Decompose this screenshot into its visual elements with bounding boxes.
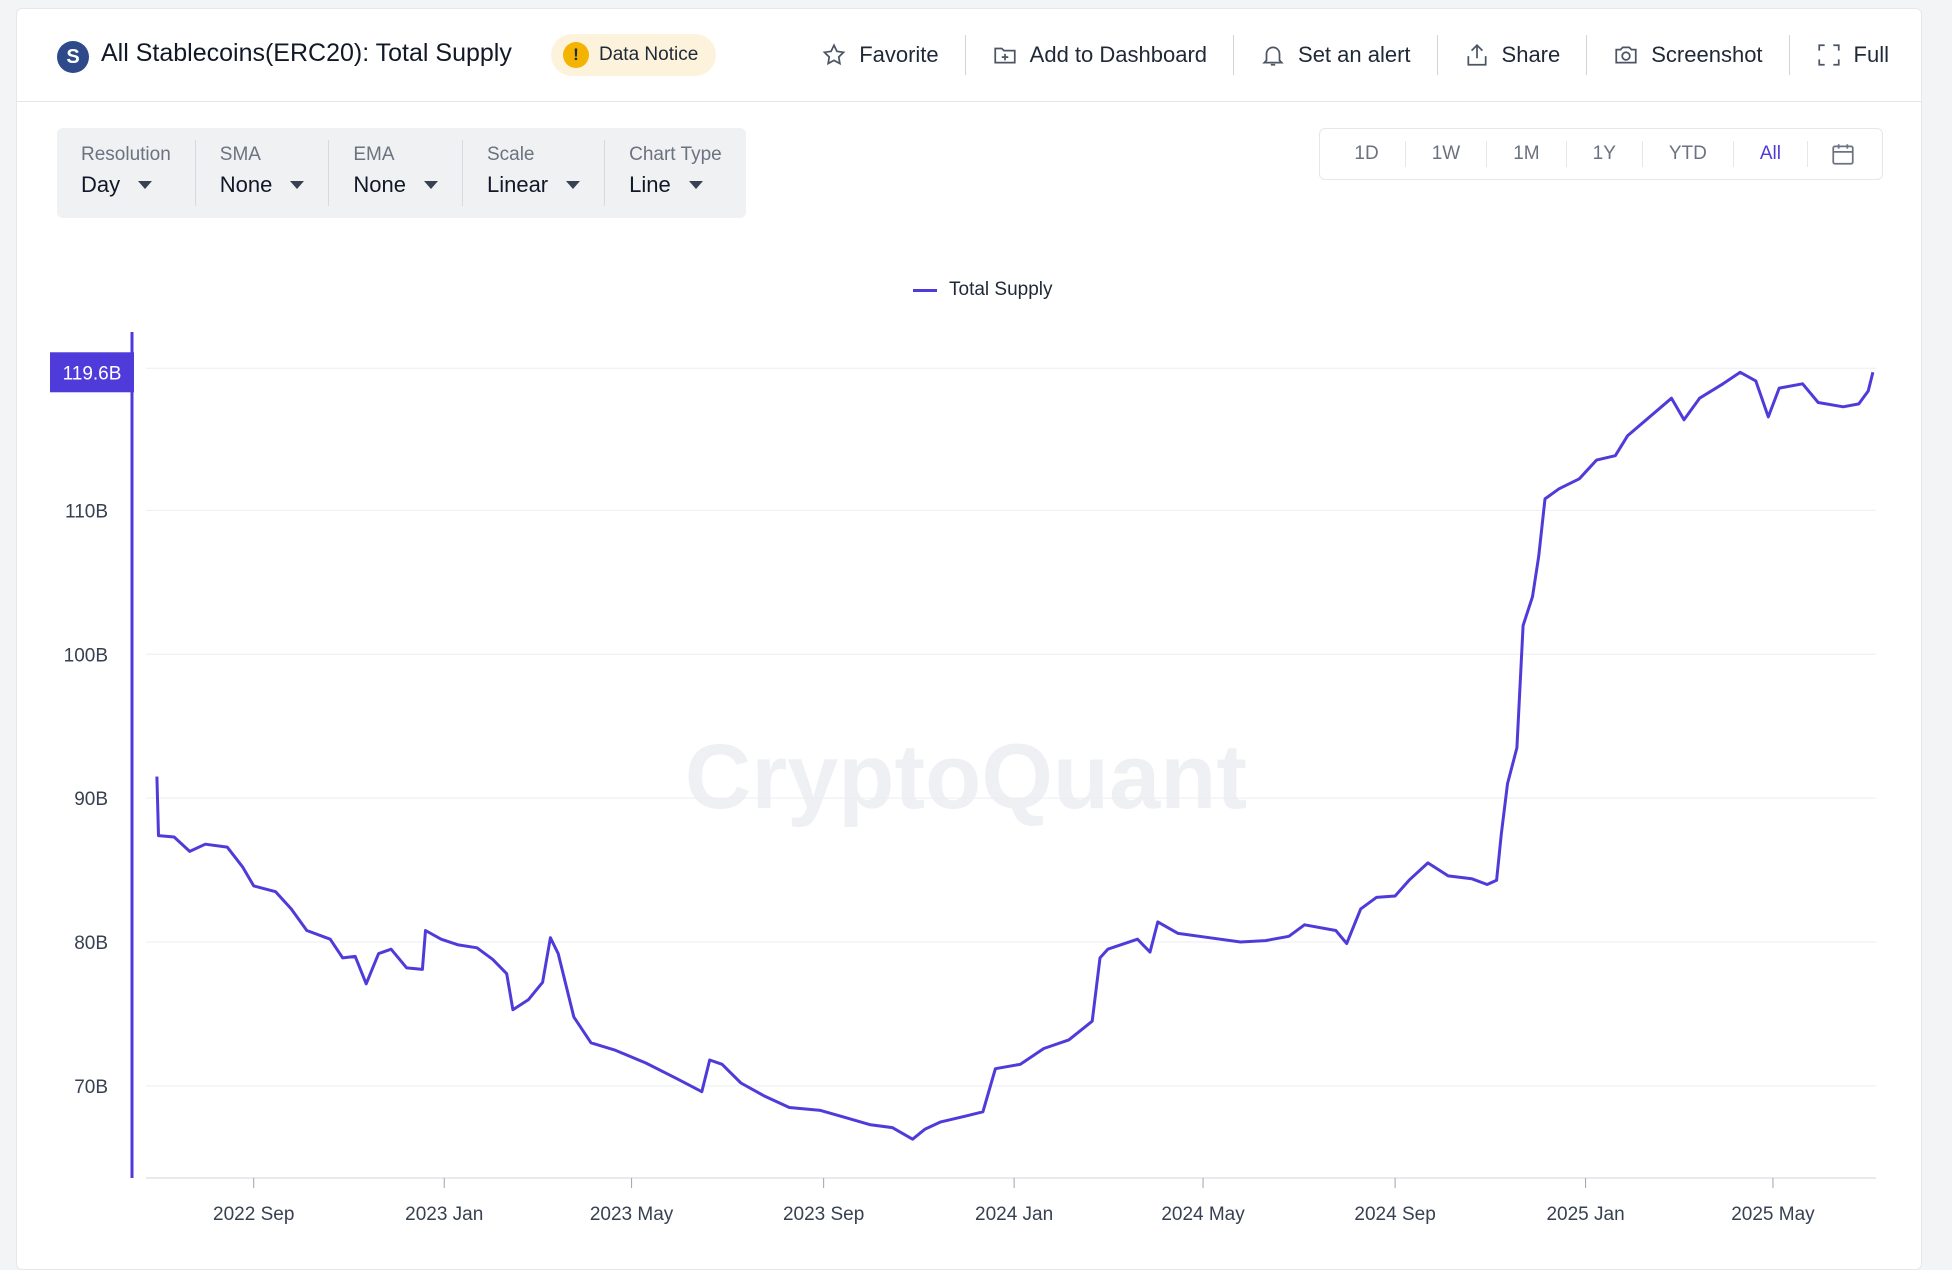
time-range-selector: 1D 1W 1M 1Y YTD All: [1319, 128, 1883, 180]
calendar-icon: [1832, 144, 1854, 165]
dashboard-add-icon: [994, 47, 1016, 64]
stablecoin-logo-icon: S: [57, 41, 89, 73]
chart-type-label: Chart Type: [629, 144, 722, 165]
range-1m-button[interactable]: 1M: [1487, 141, 1567, 167]
x-tick-label: 2025 May: [1731, 1204, 1815, 1225]
set-alert-button[interactable]: Set an alert: [1234, 35, 1438, 75]
sma-label: SMA: [219, 144, 261, 165]
favorite-button[interactable]: Favorite: [795, 35, 966, 75]
ema-select[interactable]: EMA None: [329, 140, 463, 206]
caret-down-icon: [688, 181, 703, 189]
sma-select[interactable]: SMA None: [196, 140, 330, 206]
header-bar: S All Stablecoins(ERC20): Total Supply !…: [17, 9, 1921, 102]
sma-value: None: [219, 172, 273, 197]
legend-label: Total Supply: [949, 279, 1053, 300]
ema-value: None: [353, 172, 406, 197]
screenshot-label: Screenshot: [1651, 42, 1763, 67]
page-title: All Stablecoins(ERC20): Total Supply: [101, 39, 512, 67]
chart-card: S All Stablecoins(ERC20): Total Supply !…: [16, 8, 1922, 1270]
star-icon: [822, 43, 846, 66]
resolution-value: Day: [81, 172, 121, 197]
fullscreen-button[interactable]: Full: [1790, 35, 1921, 75]
chart-legend[interactable]: Total Supply: [913, 279, 1053, 301]
share-icon: [1466, 44, 1487, 66]
scale-value: Linear: [486, 172, 549, 197]
last-value-badge: [50, 352, 134, 393]
last-value-label: 119.6B: [63, 363, 122, 384]
favorite-label: Favorite: [859, 42, 939, 67]
set-alert-label: Set an alert: [1298, 42, 1411, 67]
y-tick-label: 90B: [74, 789, 108, 810]
range-ytd-button[interactable]: YTD: [1643, 141, 1734, 167]
chart-type-value: Line: [629, 172, 671, 197]
data-notice-label: Data Notice: [599, 44, 699, 65]
x-tick-label: 2023 Sep: [783, 1204, 864, 1225]
watermark-text: CryptoQuant: [685, 726, 1247, 828]
range-1d-button[interactable]: 1D: [1328, 141, 1406, 167]
header-actions: Favorite Add to Dashboard Set an alert S…: [795, 31, 1921, 79]
share-button[interactable]: Share: [1438, 35, 1588, 75]
x-tick-label: 2024 May: [1161, 1204, 1245, 1225]
share-label: Share: [1501, 42, 1561, 67]
fullscreen-label: Full: [1853, 42, 1889, 67]
caret-down-icon: [290, 181, 305, 189]
y-tick-label: 70B: [74, 1077, 108, 1098]
y-tick-label: 100B: [64, 645, 108, 666]
fullscreen-icon: [1817, 44, 1840, 66]
screenshot-button[interactable]: Screenshot: [1587, 35, 1790, 75]
legend-swatch: [913, 288, 937, 292]
scale-select[interactable]: Scale Linear: [463, 140, 606, 206]
caret-down-icon: [566, 181, 581, 189]
range-1w-button[interactable]: 1W: [1406, 141, 1488, 167]
camera-icon: [1615, 46, 1637, 64]
add-to-dashboard-label: Add to Dashboard: [1029, 42, 1208, 67]
resolution-label: Resolution: [81, 144, 171, 165]
calendar-button[interactable]: [1808, 141, 1874, 167]
chart-type-select[interactable]: Chart Type Line: [605, 140, 746, 206]
y-tick-label: 110B: [65, 501, 108, 522]
x-tick-label: 2022 Sep: [213, 1204, 294, 1225]
range-all-button[interactable]: All: [1734, 141, 1808, 167]
caret-down-icon: [138, 181, 153, 189]
bell-icon: [1262, 46, 1284, 66]
range-1y-button[interactable]: 1Y: [1567, 141, 1643, 167]
x-tick-label: 2023 May: [590, 1204, 674, 1225]
x-tick-label: 2025 Jan: [1546, 1204, 1624, 1225]
caret-down-icon: [423, 181, 438, 189]
x-tick-label: 2023 Jan: [405, 1204, 483, 1225]
add-to-dashboard-button[interactable]: Add to Dashboard: [966, 35, 1235, 75]
y-tick-label: 80B: [74, 933, 108, 954]
chart-settings: Resolution Day SMA None EMA None Scale L…: [57, 128, 746, 218]
resolution-select[interactable]: Resolution Day: [57, 140, 196, 206]
scale-label: Scale: [486, 144, 535, 165]
data-notice-button[interactable]: ! Data Notice: [551, 34, 717, 76]
series-line-total-supply: [155, 370, 1875, 1141]
x-tick-label: 2024 Sep: [1354, 1204, 1435, 1225]
ema-label: EMA: [353, 144, 395, 165]
x-tick-label: 2024 Jan: [975, 1204, 1053, 1225]
warning-icon: !: [563, 42, 589, 68]
